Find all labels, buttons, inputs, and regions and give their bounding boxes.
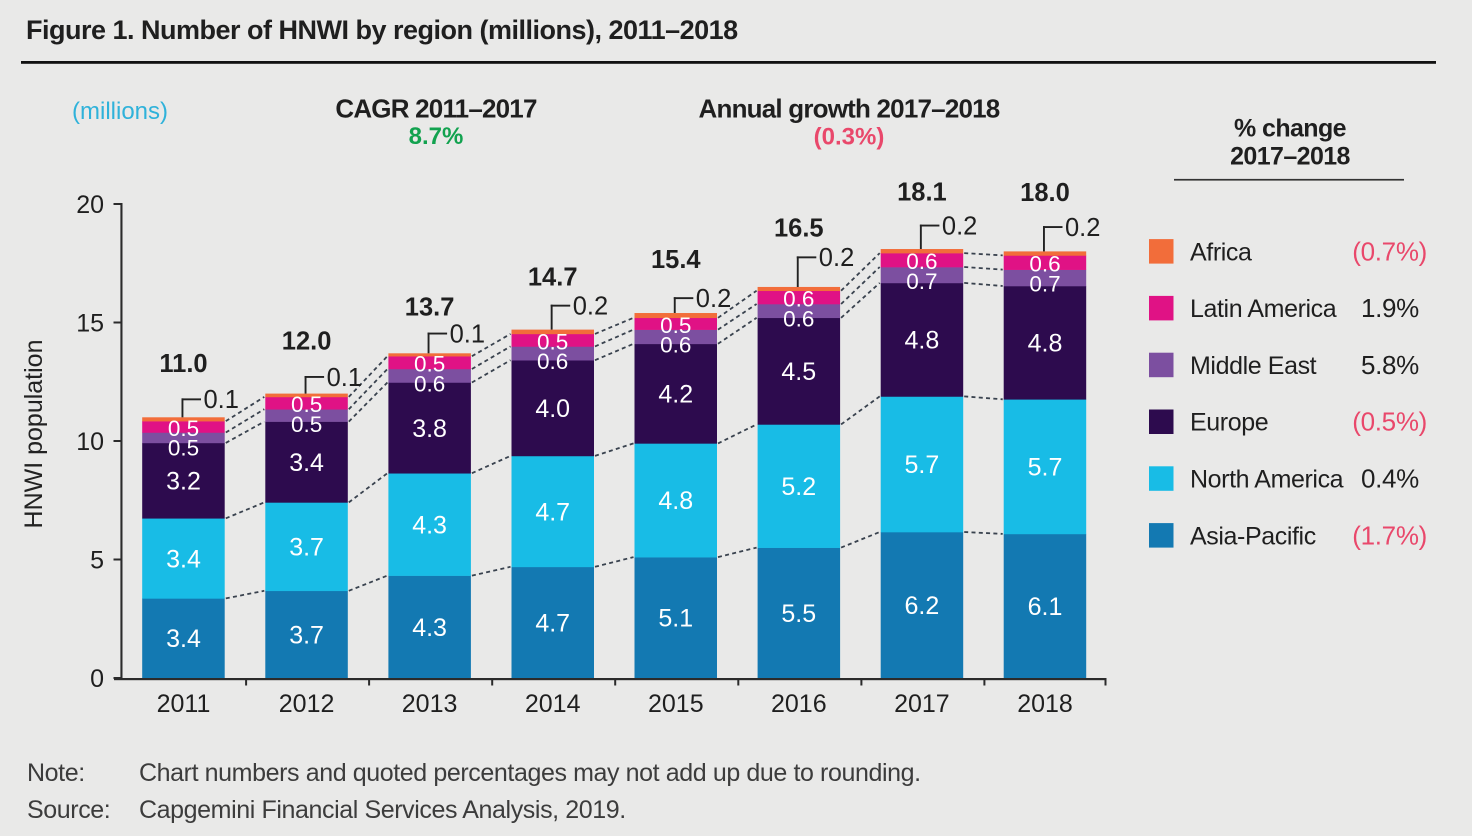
- svg-text:4.0: 4.0: [535, 395, 570, 423]
- svg-text:3.4: 3.4: [166, 625, 201, 653]
- svg-text:5.7: 5.7: [1028, 454, 1063, 482]
- svg-text:0: 0: [90, 665, 104, 693]
- svg-text:Source:: Source:: [27, 796, 110, 824]
- svg-text:North America: North America: [1190, 466, 1344, 494]
- svg-text:2013: 2013: [402, 690, 458, 718]
- svg-text:3.2: 3.2: [166, 468, 201, 496]
- svg-text:4.7: 4.7: [535, 498, 570, 526]
- svg-text:0.2: 0.2: [819, 244, 854, 272]
- svg-text:0.5: 0.5: [414, 352, 445, 377]
- svg-text:Europe: Europe: [1190, 409, 1268, 437]
- svg-text:3.4: 3.4: [289, 449, 324, 477]
- svg-text:Capgemini Financial Services A: Capgemini Financial Services Analysis, 2…: [139, 796, 626, 824]
- svg-text:0.4%: 0.4%: [1361, 464, 1419, 494]
- svg-text:Annual growth 2017–2018: Annual growth 2017–2018: [699, 94, 1000, 124]
- svg-text:2015: 2015: [648, 690, 704, 718]
- svg-text:4.8: 4.8: [905, 327, 940, 355]
- svg-text:3.4: 3.4: [166, 545, 201, 573]
- svg-text:4.8: 4.8: [1028, 330, 1063, 358]
- svg-text:0.2: 0.2: [1065, 214, 1100, 242]
- svg-text:0.5: 0.5: [537, 329, 568, 354]
- svg-text:0.6: 0.6: [906, 249, 937, 274]
- svg-text:0.2: 0.2: [573, 293, 608, 321]
- svg-text:CAGR 2011–2017: CAGR 2011–2017: [335, 94, 537, 124]
- svg-text:Chart numbers and quoted perce: Chart numbers and quoted percentages may…: [139, 759, 921, 787]
- svg-text:0.2: 0.2: [696, 285, 731, 313]
- svg-text:5.1: 5.1: [658, 605, 693, 633]
- svg-text:0.1: 0.1: [204, 386, 239, 414]
- svg-text:Asia-Pacific: Asia-Pacific: [1190, 522, 1316, 550]
- svg-text:11.0: 11.0: [159, 350, 207, 378]
- svg-text:4.3: 4.3: [412, 511, 447, 539]
- svg-text:5.5: 5.5: [781, 600, 816, 628]
- svg-text:0.5: 0.5: [291, 392, 322, 417]
- svg-text:6.2: 6.2: [905, 592, 940, 620]
- svg-text:HNWI population: HNWI population: [20, 340, 48, 529]
- svg-text:Note:: Note:: [27, 759, 85, 787]
- svg-text:15.4: 15.4: [651, 246, 701, 274]
- svg-text:0.7: 0.7: [1029, 271, 1060, 296]
- svg-text:2014: 2014: [525, 690, 581, 718]
- svg-text:13.7: 13.7: [405, 294, 455, 322]
- svg-text:Africa: Africa: [1190, 238, 1252, 266]
- svg-text:5.7: 5.7: [905, 451, 940, 479]
- svg-text:0.5: 0.5: [660, 313, 691, 338]
- svg-text:0.5: 0.5: [168, 436, 199, 461]
- svg-text:5: 5: [90, 547, 104, 575]
- svg-text:4.5: 4.5: [781, 358, 816, 386]
- svg-text:4.2: 4.2: [658, 381, 693, 409]
- svg-text:18.0: 18.0: [1020, 179, 1070, 207]
- svg-text:2018: 2018: [1017, 690, 1073, 718]
- svg-text:10: 10: [76, 428, 104, 456]
- svg-text:0.5: 0.5: [168, 416, 199, 441]
- svg-text:(0.3%): (0.3%): [814, 124, 885, 151]
- svg-text:2011: 2011: [157, 690, 211, 718]
- svg-text:6.1: 6.1: [1028, 593, 1063, 621]
- svg-text:4.7: 4.7: [535, 609, 570, 637]
- svg-text:(millions): (millions): [72, 98, 168, 125]
- svg-text:2017: 2017: [894, 690, 950, 718]
- svg-text:(0.5%): (0.5%): [1352, 407, 1427, 437]
- svg-text:16.5: 16.5: [774, 215, 824, 243]
- svg-text:0.6: 0.6: [1029, 252, 1060, 277]
- svg-text:3.8: 3.8: [412, 415, 447, 443]
- svg-text:0.5: 0.5: [291, 412, 322, 437]
- svg-text:0.7: 0.7: [906, 269, 937, 294]
- svg-text:0.1: 0.1: [450, 320, 485, 348]
- svg-text:0.6: 0.6: [537, 349, 568, 374]
- svg-text:0.2: 0.2: [942, 212, 977, 240]
- svg-text:0.1: 0.1: [327, 364, 362, 392]
- svg-text:5.8%: 5.8%: [1361, 350, 1419, 380]
- svg-text:3.7: 3.7: [289, 534, 324, 562]
- svg-text:Figure 1. Number of HNWI by re: Figure 1. Number of HNWI by region (mill…: [26, 15, 738, 45]
- svg-text:0.6: 0.6: [783, 287, 814, 312]
- svg-text:Latin America: Latin America: [1190, 295, 1337, 323]
- svg-text:12.0: 12.0: [282, 328, 332, 356]
- svg-text:2012: 2012: [279, 690, 335, 718]
- svg-text:1.9%: 1.9%: [1361, 293, 1419, 323]
- svg-text:(1.7%): (1.7%): [1352, 520, 1427, 550]
- svg-text:2016: 2016: [771, 690, 827, 718]
- svg-text:0.6: 0.6: [414, 372, 445, 397]
- svg-text:20: 20: [76, 191, 104, 219]
- svg-text:5.2: 5.2: [781, 473, 816, 501]
- svg-text:14.7: 14.7: [528, 264, 578, 292]
- svg-text:4.8: 4.8: [658, 487, 693, 515]
- svg-text:3.7: 3.7: [289, 621, 324, 649]
- svg-text:4.3: 4.3: [412, 614, 447, 642]
- svg-text:0.6: 0.6: [660, 333, 691, 358]
- svg-text:% change: % change: [1234, 115, 1347, 143]
- svg-text:8.7%: 8.7%: [409, 123, 464, 150]
- svg-text:Middle East: Middle East: [1190, 352, 1317, 380]
- svg-text:15: 15: [76, 310, 104, 338]
- svg-text:(0.7%): (0.7%): [1352, 236, 1427, 266]
- svg-text:2017–2018: 2017–2018: [1230, 143, 1350, 171]
- svg-text:18.1: 18.1: [897, 179, 947, 207]
- svg-text:0.6: 0.6: [783, 306, 814, 331]
